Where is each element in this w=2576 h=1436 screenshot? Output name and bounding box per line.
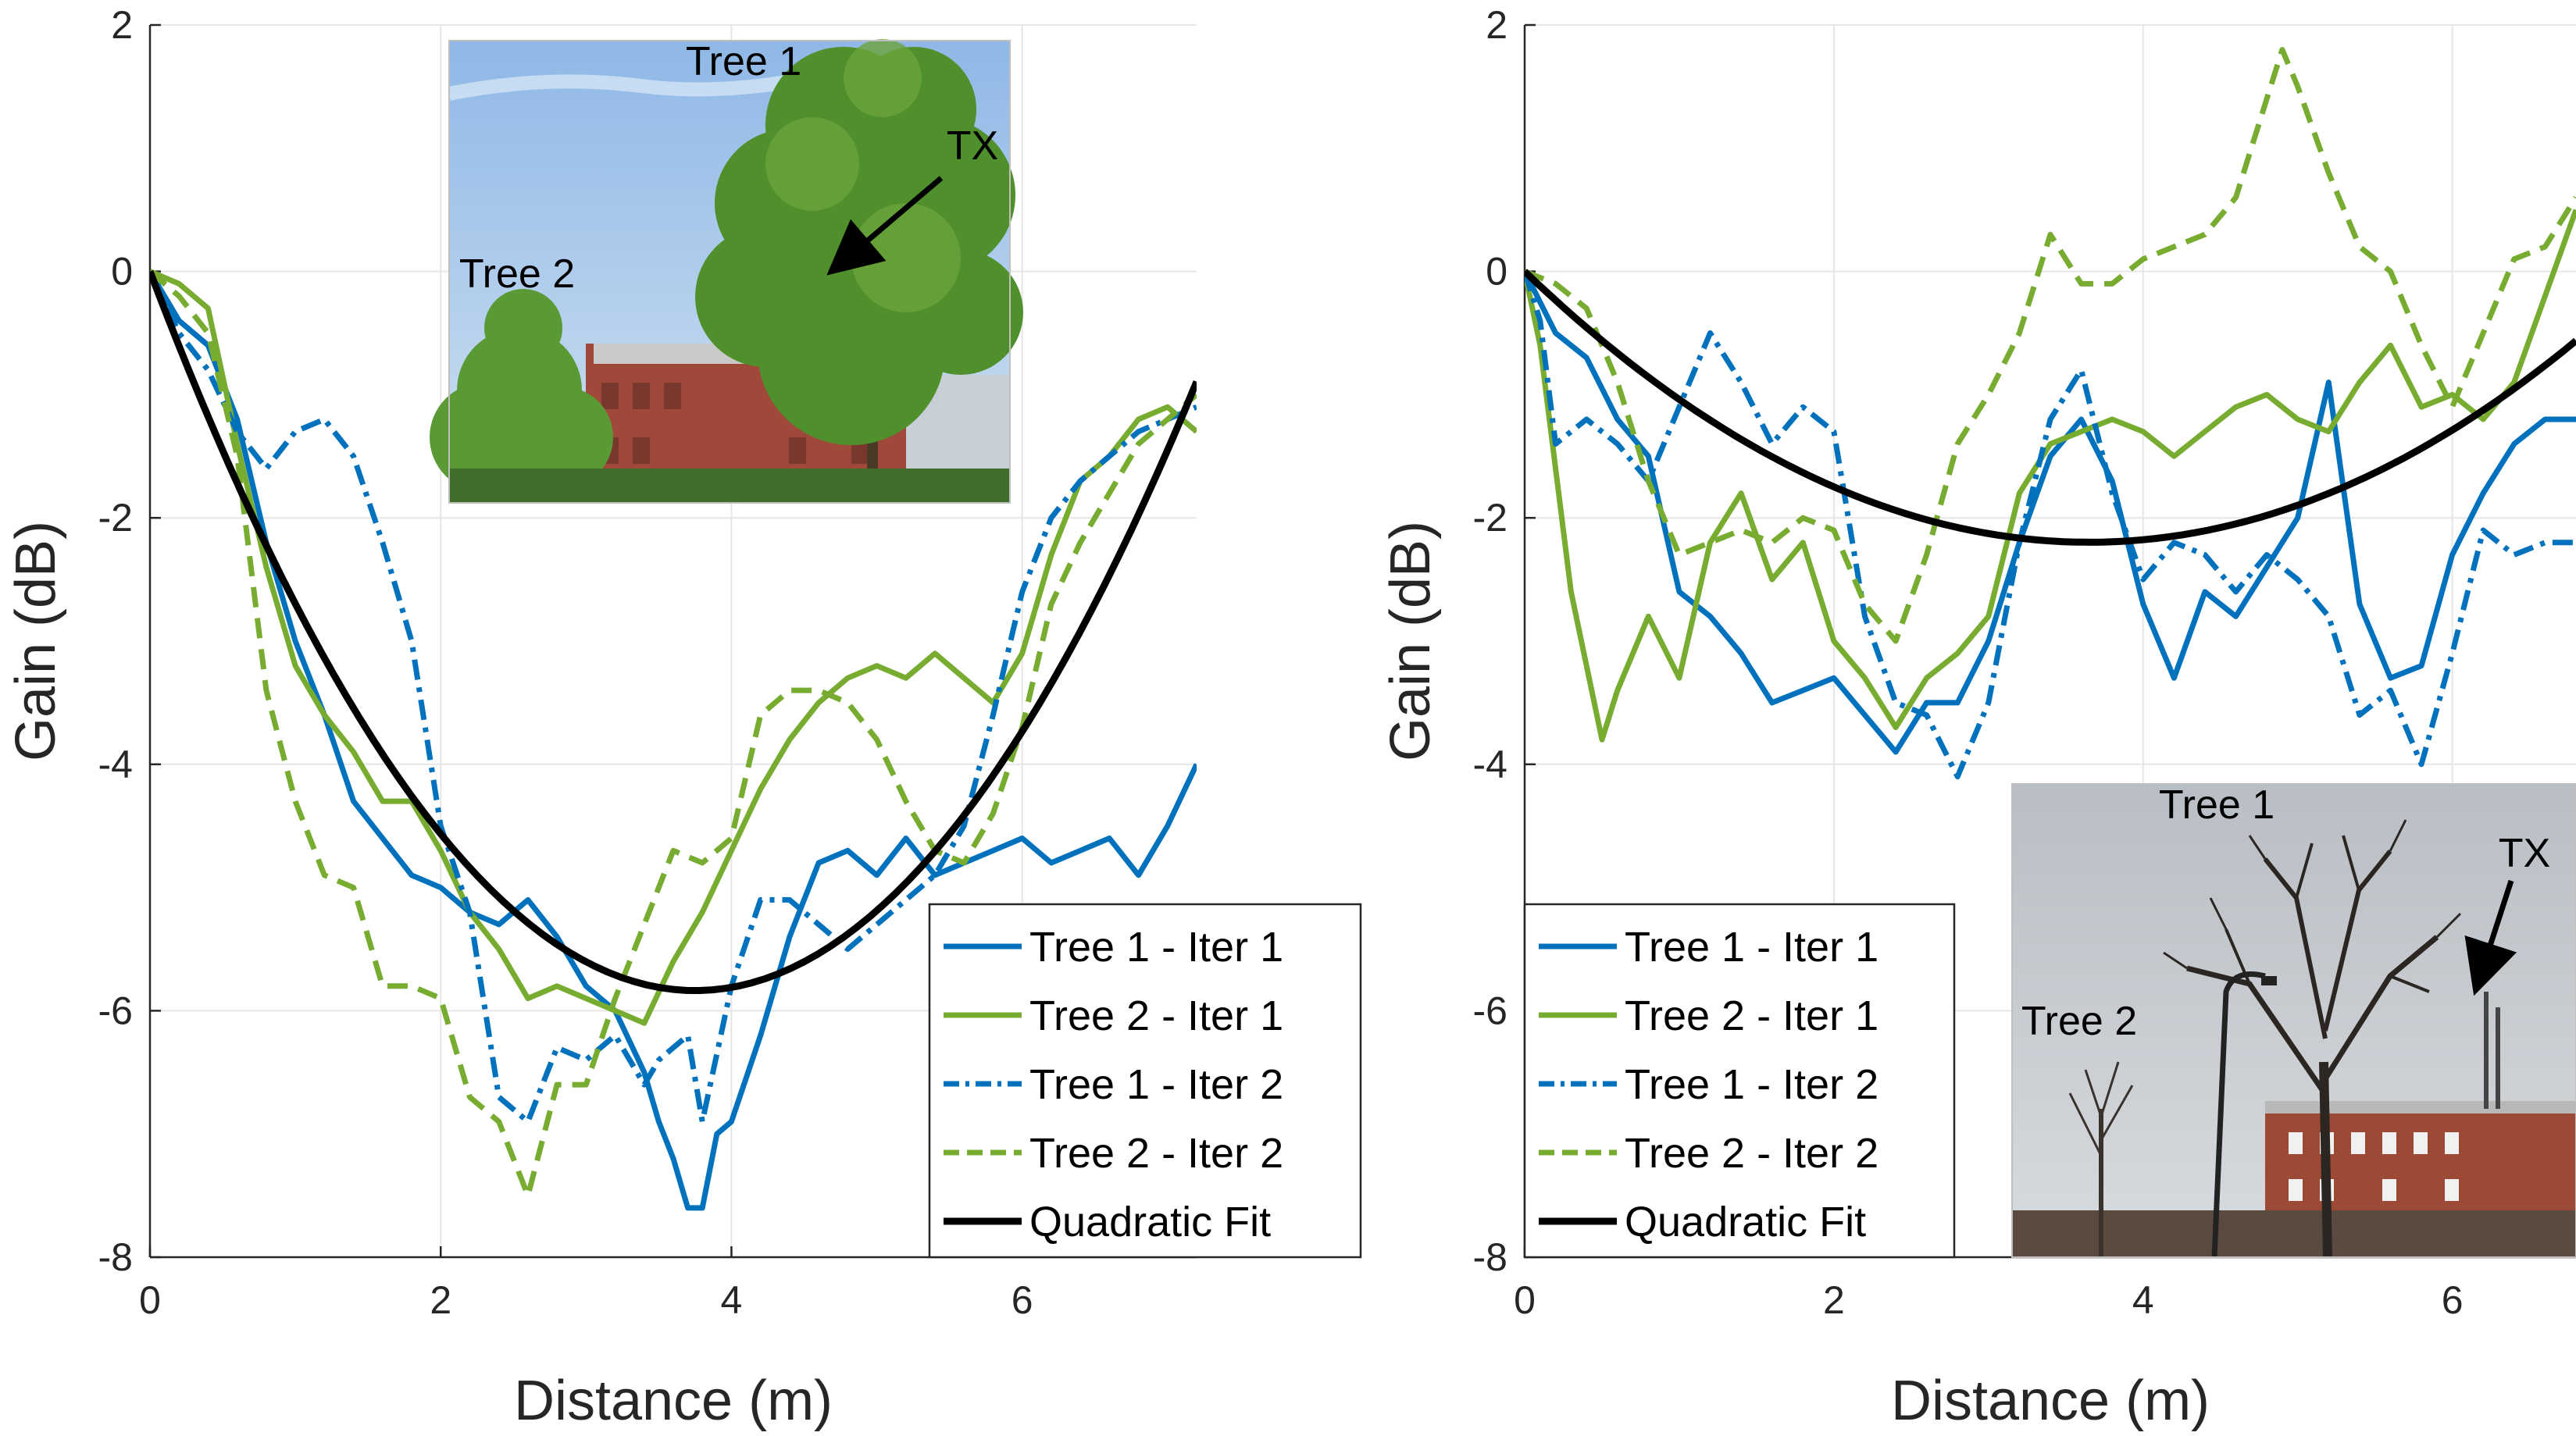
legend-label: Tree 2 - Iter 1 bbox=[1625, 992, 1878, 1039]
tx-arrow-icon bbox=[2464, 879, 2517, 996]
photo-label-tx: TX bbox=[2499, 831, 2550, 876]
left-legend: Tree 1 - Iter 1 Tree 2 - Iter 1 Tree 1 - I… bbox=[928, 903, 1362, 1259]
right-x-axis-label: Distance (m) bbox=[1891, 1370, 2210, 1432]
series-line-quadratic-fit bbox=[1525, 269, 2576, 546]
legend-label: Tree 2 - Iter 1 bbox=[1029, 992, 1283, 1039]
left-tick-labels: 0 2 4 6 -8 -6 -4 -2 0 2 bbox=[98, 3, 1033, 1322]
y-tick-label: 0 bbox=[1486, 250, 1507, 294]
legend-box bbox=[1523, 903, 1956, 1259]
left-y-axis-label: Gain (dB) bbox=[5, 521, 67, 761]
y-tick-label: -2 bbox=[98, 496, 133, 540]
series-line-tree-2-iter-2 bbox=[1525, 47, 2576, 644]
series-line-tree-1-iter-1 bbox=[150, 269, 1197, 1211]
photo-label-tree1: Tree 1 bbox=[2159, 782, 2275, 828]
y-tick-label: -8 bbox=[98, 1235, 133, 1279]
photo-label-tree1: Tree 1 bbox=[686, 39, 801, 84]
x-tick-label: 6 bbox=[1011, 1278, 1033, 1322]
x-tick-label: 4 bbox=[2132, 1278, 2154, 1322]
legend-label: Tree 2 - Iter 2 bbox=[1029, 1130, 1283, 1177]
right-legend: Tree 1 - Iter 1 Tree 2 - Iter 1 Tree 1 - I… bbox=[1523, 903, 1956, 1259]
y-tick-label: 2 bbox=[1486, 3, 1507, 47]
right-y-axis-label: Gain (dB) bbox=[1379, 521, 1442, 761]
y-tick-label: -2 bbox=[1473, 496, 1507, 540]
y-tick-label: 0 bbox=[111, 250, 133, 294]
photo-label-tree2: Tree 2 bbox=[2021, 999, 2137, 1044]
y-tick-label: -4 bbox=[1473, 743, 1507, 786]
legend-label: Tree 1 - Iter 1 bbox=[1029, 924, 1283, 971]
left-panel: 0 2 4 6 -8 -6 -4 -2 0 2 bbox=[98, 3, 1362, 1322]
x-tick-label: 2 bbox=[1823, 1278, 1845, 1322]
y-tick-label: -8 bbox=[1473, 1235, 1507, 1279]
y-tick-label: -6 bbox=[1473, 989, 1507, 1032]
tree-icon bbox=[2068, 1061, 2134, 1257]
legend-label: Tree 2 - Iter 2 bbox=[1625, 1130, 1878, 1177]
series-line-tree-2-iter-1 bbox=[1525, 208, 2576, 743]
photo-label-tx: TX bbox=[947, 123, 998, 169]
x-tick-label: 2 bbox=[430, 1278, 451, 1322]
left-x-axis-label: Distance (m) bbox=[514, 1370, 833, 1432]
photo-label-tree2: Tree 2 bbox=[459, 251, 575, 297]
right-series-lines bbox=[1525, 47, 2576, 780]
series-line-tree-1-iter-1 bbox=[1525, 270, 2576, 755]
series-line-tree-1-iter-2 bbox=[1525, 270, 2576, 780]
y-tick-label: -6 bbox=[98, 989, 133, 1032]
legend-label: Quadratic Fit bbox=[1029, 1199, 1271, 1245]
streetlight-icon bbox=[2211, 971, 2266, 1258]
right-panel: 0 2 4 6 -8 -6 -4 -2 0 2 bbox=[1473, 3, 2576, 1322]
left-series-lines bbox=[150, 269, 1197, 1211]
x-tick-label: 4 bbox=[721, 1278, 743, 1322]
series-line-quadratic-fit bbox=[150, 269, 1197, 994]
left-photo-inset: Tree 1 TX Tree 2 bbox=[430, 39, 1023, 504]
tx-arrow-icon bbox=[826, 176, 944, 276]
series-line-tree-1-iter-2 bbox=[150, 270, 1197, 1124]
legend-label: Quadratic Fit bbox=[1625, 1199, 1866, 1245]
tree-icon bbox=[430, 289, 613, 492]
x-tick-label: 0 bbox=[139, 1278, 161, 1322]
right-tick-labels: 0 2 4 6 -8 -6 -4 -2 0 2 bbox=[1473, 3, 2464, 1322]
y-tick-label: -4 bbox=[98, 743, 133, 786]
x-tick-label: 6 bbox=[2442, 1278, 2464, 1322]
legend-label: Tree 1 - Iter 2 bbox=[1625, 1061, 1878, 1108]
legend-box bbox=[928, 903, 1362, 1259]
x-tick-label: 0 bbox=[1514, 1278, 1536, 1322]
legend-label: Tree 1 - Iter 2 bbox=[1029, 1061, 1283, 1108]
series-line-tree-2-iter-1 bbox=[150, 269, 1197, 1026]
right-photo-inset: Tree 1 TX Tree 2 bbox=[2011, 782, 2576, 1258]
legend-label: Tree 1 - Iter 1 bbox=[1625, 924, 1878, 971]
y-tick-label: 2 bbox=[111, 3, 133, 47]
